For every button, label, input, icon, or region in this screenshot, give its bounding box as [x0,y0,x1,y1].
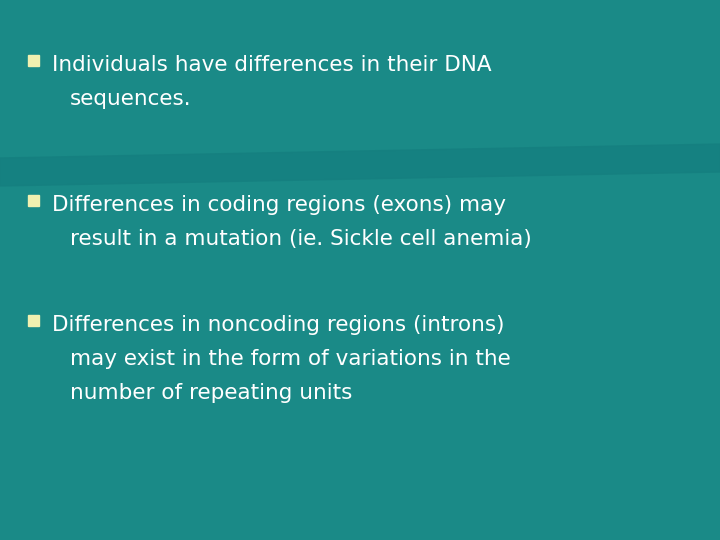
Bar [28,195,39,206]
Text: result in a mutation (ie. Sickle cell anemia): result in a mutation (ie. Sickle cell an… [70,229,532,249]
Bar [28,315,39,326]
Bar [28,55,39,66]
Text: Differences in coding regions (exons) may: Differences in coding regions (exons) ma… [52,195,506,215]
Text: sequences.: sequences. [70,89,192,109]
Text: number of repeating units: number of repeating units [70,383,352,403]
Text: Differences in noncoding regions (introns): Differences in noncoding regions (intron… [52,315,505,335]
Text: Individuals have differences in their DNA: Individuals have differences in their DN… [52,55,492,75]
Text: may exist in the form of variations in the: may exist in the form of variations in t… [70,349,510,369]
